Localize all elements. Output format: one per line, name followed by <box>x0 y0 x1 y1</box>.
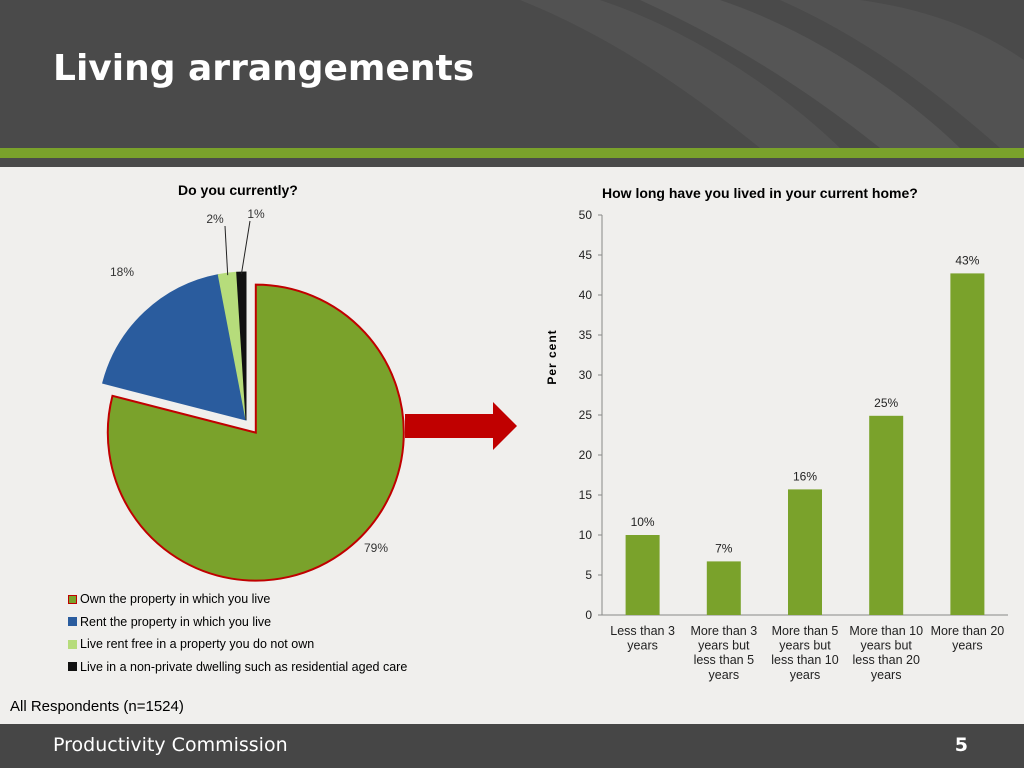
footer-org-name: Productivity Commission <box>53 734 288 756</box>
bar-category-label: More than 3 years but less than 5 years <box>690 624 757 682</box>
bar-chart-title: How long have you lived in your current … <box>602 185 918 201</box>
bar-y-tick-label: 30 <box>579 368 593 382</box>
bar-category-label: More than 20 years <box>931 624 1005 653</box>
pie-data-label: 2% <box>206 212 224 226</box>
pie-slice-rent-the-property-in-which-you-live <box>102 274 247 421</box>
bar-y-tick-label: 10 <box>579 528 593 542</box>
bar-y-tick-label: 25 <box>579 408 593 422</box>
legend-swatch <box>68 617 77 627</box>
legend-label: Live in a non-private dwelling such as r… <box>80 659 408 674</box>
bar-data-label: 10% <box>631 515 655 529</box>
respondents-note: All Respondents (n=1524) <box>10 698 184 715</box>
bar-more-than-10-years-but-less-than-20-year <box>869 415 904 615</box>
bar-y-tick-label: 20 <box>579 448 593 462</box>
legend-swatch <box>68 662 77 672</box>
bar-category-label: More than 10 years but less than 20 years <box>849 624 923 682</box>
bar-data-label: 25% <box>874 396 898 410</box>
legend-swatch <box>68 639 77 649</box>
bar-y-tick-label: 5 <box>585 568 592 582</box>
legend-item-rent-the-property-in-which-you-live: Rent the property in which you live <box>68 611 407 634</box>
bar-chart: 0 5 10 15 20 25 30 35 40 45 50 10% 7% 16% 25% 43% Less… <box>545 208 1008 682</box>
bar-y-tick-label: 35 <box>579 328 593 342</box>
legend-item-live-in-a-non-private-dwelling-such-as-r: Live in a non-private dwelling such as r… <box>68 656 407 679</box>
pie-data-label: 18% <box>110 265 134 279</box>
slide-header: Living arrangements <box>0 0 1024 148</box>
pie-leader-line <box>224 225 229 276</box>
bar-category-label: Less than 3 years <box>610 624 675 653</box>
legend-item-live-rent-free-in-a-property-you-do-not-: Live rent free in a property you do not … <box>68 633 407 656</box>
page-title: Living arrangements <box>53 48 475 89</box>
red-arrow-icon <box>405 402 517 450</box>
legend-label: Own the property in which you live <box>80 592 271 607</box>
bar-more-than-3-years-but-less-than-5-years <box>706 561 741 615</box>
pie-slice-own-the-property-in-which-you-live <box>106 283 405 582</box>
bar-y-tick-label: 40 <box>579 288 593 302</box>
pie-data-label: 79% <box>364 541 388 555</box>
pie-chart-title: Do you currently? <box>178 182 298 198</box>
pie-data-label: 1% <box>247 207 265 221</box>
bar-more-than-20-years <box>950 273 985 615</box>
legend-item-own-the-property-in-which-you-live: Own the property in which you live <box>68 588 407 611</box>
bar-y-tick-label: 0 <box>585 608 592 622</box>
bar-data-label: 16% <box>793 469 817 483</box>
pie-leader-line <box>240 220 251 275</box>
bar-y-axis-label: Per cent <box>545 329 559 384</box>
bar-y-tick-label: 50 <box>579 208 593 222</box>
bar-y-tick-label: 45 <box>579 248 593 262</box>
bar-data-label: 7% <box>715 541 733 555</box>
bar-category-label: More than 5 years but less than 10 years <box>771 624 838 682</box>
header-dark-stripe <box>0 158 1024 167</box>
page-number: 5 <box>954 734 968 756</box>
bar-more-than-5-years-but-less-than-10-years <box>788 489 822 615</box>
bar-less-than-3-years <box>625 535 660 615</box>
header-decoration <box>520 0 1024 148</box>
legend-label: Live rent free in a property you do not … <box>80 637 315 652</box>
pie-legend: Own the property in which you live Rent t… <box>68 588 407 678</box>
bar-y-tick-label: 15 <box>579 488 593 502</box>
legend-label: Rent the property in which you live <box>80 614 272 629</box>
header-accent-stripe <box>0 148 1024 158</box>
bar-data-label: 43% <box>955 253 979 267</box>
slide-footer: Productivity Commission 5 <box>0 724 1024 768</box>
legend-swatch <box>68 594 77 604</box>
pie-chart: 79% 18% 2% 1% <box>102 207 405 582</box>
